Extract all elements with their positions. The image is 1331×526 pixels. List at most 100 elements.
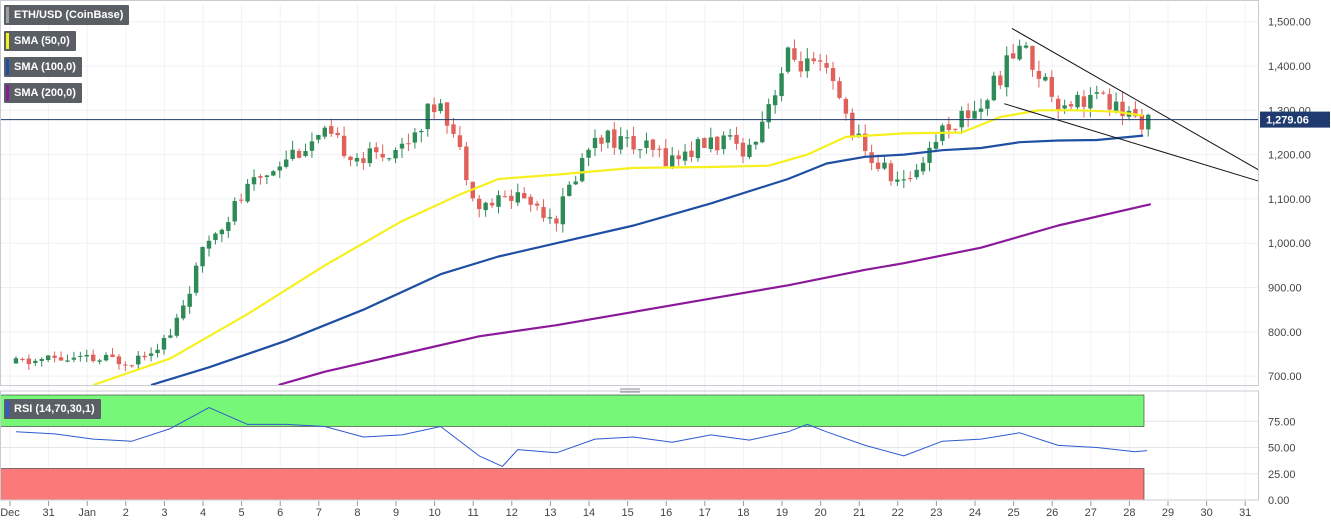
candle-body bbox=[309, 141, 315, 151]
candle-body bbox=[805, 58, 810, 72]
candle-body bbox=[715, 136, 720, 151]
candle-body bbox=[335, 132, 340, 136]
rsi-pane-border bbox=[0, 390, 1259, 501]
x-tick-label: 16 bbox=[660, 507, 672, 519]
candle-body bbox=[798, 61, 804, 72]
candle-body bbox=[399, 143, 405, 149]
candle-body bbox=[1120, 101, 1125, 117]
rsi-tick-label: 50.00 bbox=[1268, 443, 1296, 455]
candle-body bbox=[65, 360, 70, 362]
candle-body bbox=[998, 75, 1003, 86]
candle-body bbox=[792, 48, 797, 60]
candle-body bbox=[901, 179, 906, 181]
candle-body bbox=[502, 196, 508, 198]
x-tick-label: 8 bbox=[354, 507, 360, 519]
current-price-badge bbox=[1260, 111, 1330, 128]
candle-body bbox=[271, 171, 276, 176]
legend-sma100-label: SMA (100,0) bbox=[14, 61, 76, 73]
candle-body bbox=[753, 141, 759, 145]
candle-body bbox=[1107, 94, 1112, 110]
x-tick-label: 14 bbox=[583, 507, 595, 519]
candle-body bbox=[1043, 76, 1048, 81]
candle-body bbox=[560, 196, 566, 225]
x-tick-label: 3 bbox=[161, 507, 167, 519]
candle-body bbox=[45, 355, 51, 361]
candle-body bbox=[985, 100, 990, 109]
candle-body bbox=[830, 68, 836, 82]
legend-symbol-label: ETH/USD (CoinBase) bbox=[14, 9, 124, 21]
x-tick-label: 29 bbox=[1162, 507, 1174, 519]
candle-body bbox=[959, 110, 964, 128]
x-tick-label: 20 bbox=[814, 507, 826, 519]
candle-body bbox=[953, 128, 958, 130]
candle-body bbox=[882, 162, 887, 169]
legend-sma200[interactable]: SMA (200,0) bbox=[4, 83, 82, 103]
legend-symbol[interactable]: ETH/USD (CoinBase) bbox=[4, 5, 130, 25]
candle-body bbox=[1004, 55, 1009, 88]
candle-body bbox=[219, 229, 225, 235]
candle-body bbox=[258, 176, 263, 178]
candle-body bbox=[1139, 114, 1145, 130]
candle-body bbox=[296, 150, 302, 158]
x-tick-label: 4 bbox=[200, 507, 206, 519]
candle-body bbox=[676, 155, 681, 160]
rsi-swatch-icon bbox=[6, 401, 9, 417]
x-tick-label: 2 bbox=[123, 507, 129, 519]
x-tick-label: 31 bbox=[42, 507, 54, 519]
candle-body bbox=[747, 144, 752, 158]
candle-body bbox=[1036, 70, 1042, 79]
candle-body bbox=[1075, 94, 1080, 108]
candle-body bbox=[489, 202, 495, 206]
candle-body bbox=[657, 148, 662, 150]
candle-body bbox=[116, 356, 122, 365]
candle-body bbox=[670, 155, 675, 168]
x-tick-label: 7 bbox=[316, 507, 322, 519]
candle-body bbox=[168, 335, 173, 338]
candle-body bbox=[71, 357, 77, 360]
x-tick-label: Dec bbox=[0, 507, 20, 519]
candle-body bbox=[193, 265, 199, 293]
candle-body bbox=[451, 124, 456, 134]
legend-sma100[interactable]: SMA (100,0) bbox=[4, 57, 82, 77]
candle-body bbox=[303, 151, 308, 157]
candle-body bbox=[1094, 92, 1099, 94]
candle-body bbox=[84, 354, 89, 357]
indicator-lines bbox=[0, 27, 1260, 467]
legend-rsi-row: RSI (14,70,30,1) bbox=[4, 399, 101, 419]
candle-body bbox=[374, 147, 379, 153]
rsi-tick-label: 0.00 bbox=[1268, 495, 1289, 507]
candle-body bbox=[206, 240, 212, 249]
candle-body bbox=[567, 184, 572, 196]
candle-body bbox=[232, 201, 237, 222]
candle-body bbox=[863, 133, 868, 151]
candle-body bbox=[155, 349, 160, 354]
candle-body bbox=[978, 108, 984, 112]
x-tick-label: 23 bbox=[930, 507, 942, 519]
candle-body bbox=[869, 152, 874, 164]
current-price-label: 1,279.06 bbox=[1266, 115, 1309, 127]
candle-body bbox=[631, 136, 636, 150]
legend-sma50[interactable]: SMA (50,0) bbox=[4, 31, 76, 51]
sma100-swatch-icon bbox=[6, 59, 9, 75]
candle-body bbox=[624, 137, 630, 139]
candle-body bbox=[721, 135, 726, 150]
candle-body bbox=[123, 364, 128, 366]
candle-body bbox=[200, 247, 205, 267]
y-tick-label: 1,500.00 bbox=[1268, 17, 1311, 29]
y-tick-label: 1,000.00 bbox=[1268, 238, 1311, 250]
sma200-swatch-icon bbox=[6, 85, 9, 101]
candle-body bbox=[341, 135, 347, 157]
candle-body bbox=[908, 178, 913, 180]
sma100-line bbox=[150, 134, 1144, 387]
x-tick-label: 10 bbox=[428, 507, 440, 519]
candle-body bbox=[1101, 92, 1106, 94]
y-tick-label: 1,400.00 bbox=[1268, 61, 1311, 73]
candle-body bbox=[888, 163, 894, 182]
legend-rsi[interactable]: RSI (14,70,30,1) bbox=[4, 399, 101, 425]
candle-body bbox=[772, 95, 778, 106]
candle-body bbox=[444, 102, 450, 126]
candle-body bbox=[181, 305, 186, 319]
candle-body bbox=[496, 195, 501, 207]
